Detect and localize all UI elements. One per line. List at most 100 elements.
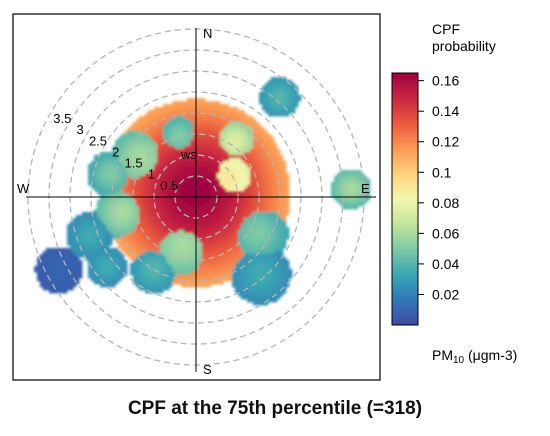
cpf-cell [121,263,125,267]
cpf-cell [91,260,95,264]
cpf-cell [262,188,266,192]
cpf-cell [205,281,209,285]
cpf-cell [226,155,230,159]
cpf-cell [208,107,212,111]
cpf-cell [178,158,182,162]
cpf-cell [181,200,185,204]
cpf-cell [172,248,176,252]
cpf-cell [211,185,215,189]
cpf-cell [100,218,104,222]
cpf-cell [235,110,239,114]
cpf-cell [289,80,293,84]
cpf-cell [160,149,164,153]
cpf-cell [193,125,197,129]
cpf-cell [244,269,248,273]
cpf-cell [169,266,173,270]
cpf-cell [43,266,47,270]
cpf-cell [265,143,269,147]
cpf-cell [130,218,134,222]
cpf-cell [142,131,146,135]
cpf-cell [136,164,140,168]
cpf-cell [199,161,203,165]
cpf-cell [259,158,263,162]
cpf-cell [127,155,131,159]
cpf-cell [253,272,257,276]
cpf-cell [235,131,239,135]
compass-west-label: W [17,181,30,196]
cpf-cell [268,167,272,171]
cpf-cell [208,131,212,135]
cpf-cell [166,107,170,111]
cpf-cell [154,110,158,114]
cpf-cell [217,107,221,111]
cpf-cell [265,164,269,168]
cpf-cell [118,263,122,267]
cpf-cell [139,182,143,186]
cpf-cell [247,197,251,201]
cpf-cell [148,110,152,114]
cpf-cell [154,179,158,183]
cpf-cell [130,167,134,171]
cpf-cell [220,236,224,240]
cpf-cell [145,221,149,225]
cpf-cell [154,152,158,156]
cpf-cell [253,236,257,240]
cpf-cell [118,176,122,180]
cpf-cell [283,209,287,213]
cpf-cell [334,182,338,186]
cpf-cell [106,161,110,165]
cpf-cell [202,233,206,237]
cpf-cell [115,185,119,189]
cpf-cell [121,200,125,204]
cpf-cell [217,128,221,132]
cpf-cell [55,266,59,270]
cpf-cell [175,272,179,276]
cpf-cell [232,131,236,135]
cpf-cell [130,233,134,237]
cpf-cell [193,269,197,273]
cpf-cell [142,278,146,282]
cpf-cell [211,206,215,210]
cpf-cell [112,218,116,222]
cpf-cell [199,128,203,132]
cpf-cell [256,299,260,303]
cpf-cell [247,272,251,276]
cpf-cell [190,146,194,150]
cpf-cell [265,209,269,213]
cpf-cell [220,176,224,180]
cpf-cell [100,155,104,159]
cpf-cell [268,245,272,249]
cpf-cell [166,170,170,174]
cpf-cell [145,281,149,285]
cpf-cell [214,107,218,111]
cpf-cell [175,254,179,258]
cpf-cell [148,200,152,204]
cpf-cell [283,212,287,216]
cpf-cell [121,242,125,246]
cpf-cell [256,296,260,300]
cpf-cell [265,95,269,99]
cpf-cell [178,182,182,186]
cpf-cell [127,239,131,243]
cpf-cell [253,158,257,162]
cpf-cell [340,200,344,204]
cpf-cell [364,200,368,204]
cpf-cell [109,284,113,288]
cpf-cell [238,188,242,192]
cpf-cell [91,278,95,282]
cpf-cell [163,236,167,240]
cpf-cell [256,146,260,150]
cpf-cell [247,230,251,234]
cpf-cell [268,143,272,147]
cpf-cell [241,281,245,285]
cpf-cell [355,200,359,204]
cpf-cell [280,179,284,183]
cpf-cell [184,134,188,138]
cpf-cell [73,284,77,288]
cpf-cell [199,254,203,258]
cpf-cell [151,251,155,255]
ws-tick-label: 1.5 [125,156,143,171]
cpf-cell [166,137,170,141]
cpf-cell [358,197,362,201]
cpf-cell [247,212,251,216]
